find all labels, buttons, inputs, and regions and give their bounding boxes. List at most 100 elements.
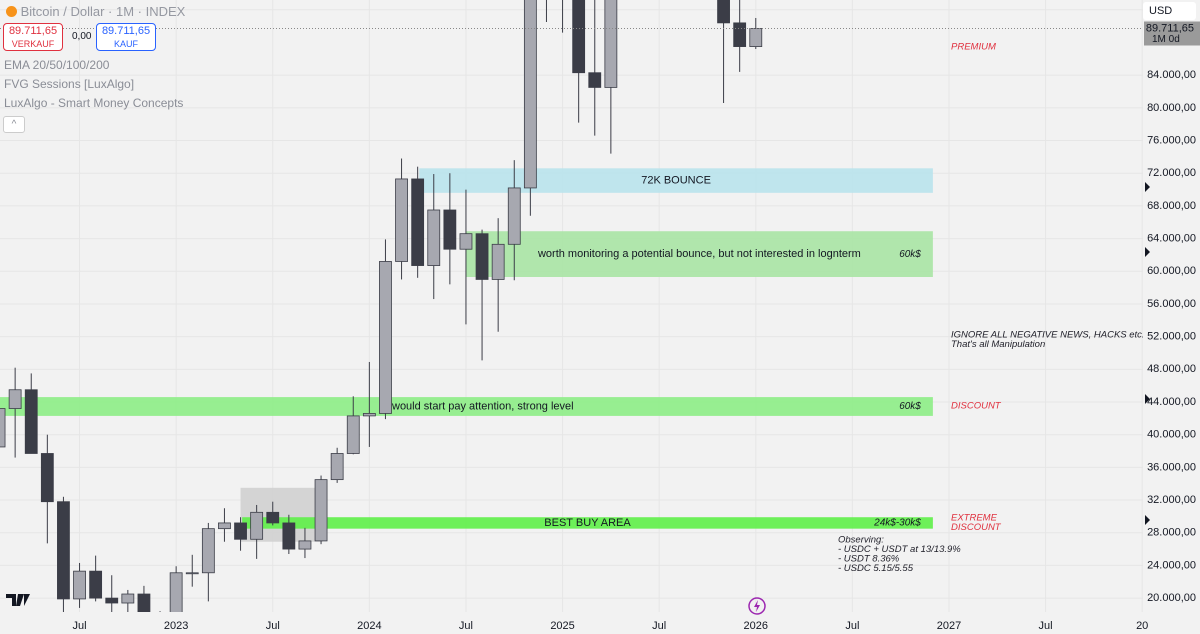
last-period-label: 1M 0d — [1152, 34, 1180, 45]
candle-body — [588, 72, 602, 88]
candle-body — [411, 178, 425, 266]
buy-label: KAUF — [113, 39, 138, 49]
alert-marker — [1145, 182, 1150, 192]
y-tick-label: 36.000,00 — [1147, 461, 1196, 473]
candle-body — [89, 570, 103, 599]
candle-body — [121, 593, 135, 604]
candle-body — [443, 209, 457, 250]
symbol-title: Bitcoin / Dollar · 1M · INDEX — [6, 4, 185, 19]
sell-price: 89.711,65 — [8, 25, 58, 37]
y-tick-label: 64.000,00 — [1147, 232, 1196, 244]
annotation: EXTREME — [951, 513, 998, 524]
y-tick-label: 76.000,00 — [1147, 134, 1196, 146]
candle-body — [8, 389, 22, 409]
y-tick-label: 56.000,00 — [1147, 298, 1196, 310]
x-tick-label: 2024 — [357, 620, 381, 632]
candle-body — [73, 570, 86, 600]
annotation: - USDC 5.15/5.55 — [838, 563, 914, 574]
currency-select[interactable]: USD — [1143, 2, 1196, 20]
candle-body — [218, 522, 231, 530]
zone-label: worth monitoring a potential bounce, but… — [537, 248, 861, 260]
x-tick-label: Jul — [845, 620, 859, 632]
candle-body — [346, 415, 360, 454]
x-tick-label: 2026 — [744, 620, 768, 632]
lightning-icon[interactable] — [748, 597, 766, 615]
zone — [419, 168, 933, 193]
annotation: DISCOUNT — [951, 522, 1002, 533]
indicator[interactable]: EMA 20/50/100/200 — [4, 58, 110, 72]
candle-body — [427, 209, 441, 266]
candle-body — [459, 233, 473, 250]
candle-body — [507, 187, 521, 245]
candle-body — [395, 178, 408, 262]
candle-body — [201, 528, 215, 574]
x-tick-label: 2023 — [164, 620, 188, 632]
y-tick-label: 28.000,00 — [1147, 527, 1196, 539]
x-tick-label: 2027 — [937, 620, 961, 632]
buy-button[interactable]: 89.711,65 KAUF — [96, 23, 156, 51]
y-tick-label: 80.000,00 — [1147, 102, 1196, 114]
x-tick-label: 2025 — [550, 620, 574, 632]
zone-side-label: 60k$ — [899, 249, 921, 260]
candle-body — [40, 453, 54, 503]
zone — [465, 231, 933, 277]
annotation: - USDT 8.36% — [838, 554, 900, 565]
candle-body — [604, 0, 618, 88]
zone-label: would start pay attention, strong level — [391, 400, 574, 412]
tv-logo — [6, 594, 30, 606]
candle-body — [24, 389, 38, 454]
candle-body — [572, 0, 586, 74]
alert-marker — [1145, 515, 1150, 525]
annotation: - USDC + USDT at 13/13.9% — [838, 544, 961, 555]
candle-body — [314, 479, 328, 542]
candle-body — [717, 0, 730, 24]
indicator[interactable]: FVG Sessions [LuxAlgo] — [4, 77, 135, 91]
x-tick-label: 20 — [1136, 620, 1148, 632]
annotation: That's all Manipulation — [951, 339, 1045, 350]
zone-label: BEST BUY AREA — [544, 517, 631, 529]
buy-price: 89.711,65 — [101, 25, 151, 37]
collapse-button[interactable]: ^ — [3, 116, 25, 133]
candle-body — [234, 522, 247, 540]
y-tick-label: 32.000,00 — [1147, 494, 1196, 506]
x-tick-label: Jul — [73, 620, 87, 632]
alert-marker — [1145, 247, 1150, 257]
y-tick-label: 72.000,00 — [1147, 167, 1196, 179]
y-tick-label: 48.000,00 — [1147, 363, 1196, 375]
y-tick-label: 20.000,00 — [1147, 592, 1196, 604]
y-tick-label: 24.000,00 — [1147, 559, 1196, 571]
last-price-box — [1144, 21, 1200, 46]
btc-icon — [6, 6, 17, 17]
zone — [0, 397, 933, 416]
y-tick-label: 60.000,00 — [1147, 265, 1196, 277]
candle-body — [379, 261, 392, 414]
zone-side-label: 24k$-30k$ — [873, 518, 921, 529]
candle-body — [169, 572, 183, 612]
zone-label: 72K BOUNCE — [641, 174, 711, 186]
candle-body — [749, 28, 763, 47]
y-tick-label: 44.000,00 — [1147, 396, 1196, 408]
candle-body — [0, 408, 6, 448]
last-price-label: 89.711,65 — [1146, 22, 1194, 34]
alert-marker — [1145, 394, 1150, 404]
candle-body — [475, 233, 489, 280]
indicator[interactable]: LuxAlgo - Smart Money Concepts — [4, 96, 184, 110]
candle-body — [362, 413, 376, 417]
annotation: PREMIUM — [951, 42, 996, 53]
sell-button[interactable]: 89.711,65 VERKAUF — [3, 23, 63, 51]
x-tick-label: Jul — [1039, 620, 1053, 632]
title-text: Bitcoin / Dollar · 1M · INDEX — [20, 4, 186, 19]
candle-body — [491, 243, 505, 280]
candle-body — [298, 540, 312, 550]
candle-body — [250, 511, 264, 540]
x-tick-label: Jul — [459, 620, 473, 632]
y-tick-label: 84.000,00 — [1147, 69, 1196, 81]
candle-body — [266, 511, 280, 524]
y-tick-label: 40.000,00 — [1147, 429, 1196, 441]
annotation: Observing: — [838, 535, 884, 546]
x-tick-label: Jul — [652, 620, 666, 632]
annotation: IGNORE ALL NEGATIVE NEWS, HACKS etc. — [951, 330, 1145, 341]
y-tick-label: 68.000,00 — [1147, 200, 1196, 212]
